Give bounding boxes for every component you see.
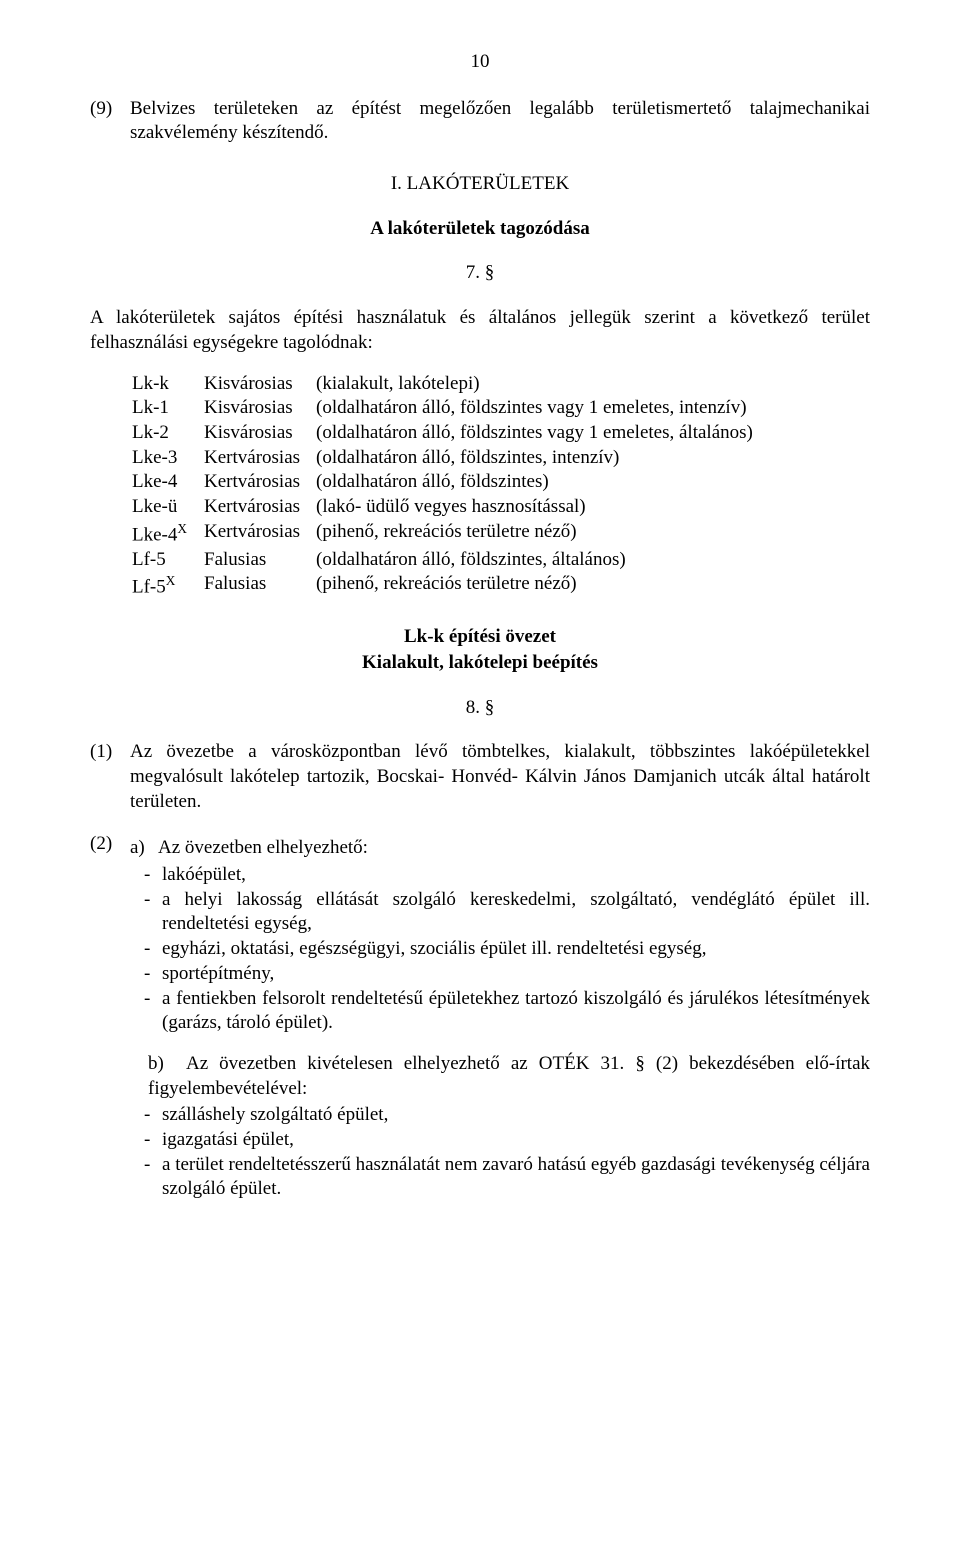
zone-row: Lke-4X Kertvárosias (pihenő, rekreációs … xyxy=(132,520,870,548)
list-item: - szálláshely szolgáltató épület, xyxy=(130,1103,870,1128)
list-item: - a fentiekben felsorolt rendeltetésű ép… xyxy=(130,987,870,1036)
zone-code: Lk-1 xyxy=(132,396,204,421)
zone-row: Lke-ü Kertvárosias (lakó- üdülő vegyes h… xyxy=(132,495,870,520)
zone-type: Falusias xyxy=(204,548,316,573)
zone-table: Lk-k Kisvárosias (kialakult, lakótelepi)… xyxy=(132,372,870,601)
zone-type: Kisvárosias xyxy=(204,372,316,397)
list-item-text: egyházi, oktatási, egészségügyi, szociál… xyxy=(162,937,870,962)
sub-b: b) Az övezetben kivételesen elhelyezhető… xyxy=(130,1052,870,1101)
list-item: - igazgatási épület, xyxy=(130,1128,870,1153)
sub-section-title-line2: Kialakult, lakótelepi beépítés xyxy=(362,652,598,673)
zone-code-sup: X xyxy=(166,573,176,588)
zone-row: Lke-3 Kertvárosias (oldalhatáron álló, f… xyxy=(132,446,870,471)
zone-row: Lf-5X Falusias (pihenő, rekreációs terül… xyxy=(132,572,870,600)
paragraph-9-text: Belvizes területeken az építést megelőző… xyxy=(130,97,870,146)
page-number: 10 xyxy=(90,50,870,75)
sub-a-intro: Az övezetben elhelyezhető: xyxy=(158,836,870,861)
list-item-text: a terület rendeltetésszerű használatát n… xyxy=(162,1153,870,1202)
list-item-text: a fentiekben felsorolt rendeltetésű épül… xyxy=(162,987,870,1036)
zone-desc: (pihenő, rekreációs területre néző) xyxy=(316,520,870,548)
paragraph-2-body: a) Az övezetben elhelyezhető: - lakóépül… xyxy=(130,832,870,1216)
zone-code-pre: Lf-5 xyxy=(132,577,166,598)
list-b: - szálláshely szolgáltató épület, - igaz… xyxy=(130,1103,870,1202)
zone-code: Lke-3 xyxy=(132,446,204,471)
list-item: - a helyi lakosság ellátását szolgáló ke… xyxy=(130,888,870,937)
zone-type: Kisvárosias xyxy=(204,421,316,446)
zone-type: Kisvárosias xyxy=(204,396,316,421)
section-title-1: A lakóterületek tagozódása xyxy=(90,217,870,242)
paragraph-9-prefix: (9) xyxy=(90,97,130,146)
dash-icon: - xyxy=(130,888,162,937)
zone-row: Lk-k Kisvárosias (kialakult, lakótelepi) xyxy=(132,372,870,397)
zone-row: Lk-2 Kisvárosias (oldalhatáron álló, föl… xyxy=(132,421,870,446)
paragraph-2: (2) a) Az övezetben elhelyezhető: - lakó… xyxy=(90,832,870,1216)
zone-type: Falusias xyxy=(204,572,316,600)
zone-code: Lke-ü xyxy=(132,495,204,520)
list-item-text: szálláshely szolgáltató épület, xyxy=(162,1103,870,1128)
zone-desc: (lakó- üdülő vegyes hasznosítással) xyxy=(316,495,870,520)
list-item-text: sportépítmény, xyxy=(162,962,870,987)
list-item: - egyházi, oktatási, egészségügyi, szoci… xyxy=(130,937,870,962)
dash-icon: - xyxy=(130,1103,162,1128)
zone-code: Lf-5X xyxy=(132,572,204,600)
dash-icon: - xyxy=(130,962,162,987)
sub-section-title-line1: Lk-k építési övezet xyxy=(404,626,556,647)
list-item-text: igazgatási épület, xyxy=(162,1128,870,1153)
dash-icon: - xyxy=(130,1153,162,1202)
zone-desc: (oldalhatáron álló, földszintes vagy 1 e… xyxy=(316,396,870,421)
zone-desc: (kialakult, lakótelepi) xyxy=(316,372,870,397)
list-a: - lakóépület, - a helyi lakosság ellátás… xyxy=(130,863,870,1036)
zone-type: Kertvárosias xyxy=(204,520,316,548)
chapter-title: I. LAKÓTERÜLETEK xyxy=(90,172,870,197)
zone-code: Lf-5 xyxy=(132,548,204,573)
intro-paragraph-1: A lakóterületek sajátos építési használa… xyxy=(90,306,870,355)
paragraph-1-text: Az övezetbe a városközpontban lévő tömbt… xyxy=(130,740,870,814)
zone-desc: (oldalhatáron álló, földszintes vagy 1 e… xyxy=(316,421,870,446)
list-item: - sportépítmény, xyxy=(130,962,870,987)
zone-row: Lke-4 Kertvárosias (oldalhatáron álló, f… xyxy=(132,470,870,495)
paragraph-1-prefix: (1) xyxy=(90,740,130,814)
dash-icon: - xyxy=(130,1128,162,1153)
sub-a-prefix: a) xyxy=(130,836,158,861)
zone-row: Lf-5 Falusias (oldalhatáron álló, földsz… xyxy=(132,548,870,573)
zone-desc: (oldalhatáron álló, földszintes, intenzí… xyxy=(316,446,870,471)
zone-code: Lk-2 xyxy=(132,421,204,446)
zone-row: Lk-1 Kisvárosias (oldalhatáron álló, föl… xyxy=(132,396,870,421)
zone-desc: (oldalhatáron álló, földszintes) xyxy=(316,470,870,495)
zone-type: Kertvárosias xyxy=(204,446,316,471)
sub-section-title: Lk-k építési övezet Kialakult, lakótelep… xyxy=(90,624,870,675)
paragraph-1: (1) Az övezetbe a városközpontban lévő t… xyxy=(90,740,870,814)
zone-type: Kertvárosias xyxy=(204,470,316,495)
list-item-text: lakóépület, xyxy=(162,863,870,888)
zone-desc: (oldalhatáron álló, földszintes, általán… xyxy=(316,548,870,573)
zone-type: Kertvárosias xyxy=(204,495,316,520)
list-item: - a terület rendeltetésszerű használatát… xyxy=(130,1153,870,1202)
zone-code-sup: X xyxy=(177,521,187,536)
list-item: - lakóépület, xyxy=(130,863,870,888)
zone-code-pre: Lke-4 xyxy=(132,524,177,545)
list-item-text: a helyi lakosság ellátását szolgáló kere… xyxy=(162,888,870,937)
paragraph-9: (9) Belvizes területeken az építést mege… xyxy=(90,97,870,146)
sub-b-prefix: b) xyxy=(148,1053,164,1074)
dash-icon: - xyxy=(130,863,162,888)
section-number-2: 8. § xyxy=(90,696,870,721)
sub-a: a) Az övezetben elhelyezhető: xyxy=(130,836,870,861)
zone-code: Lke-4 xyxy=(132,470,204,495)
zone-desc: (pihenő, rekreációs területre néző) xyxy=(316,572,870,600)
dash-icon: - xyxy=(130,937,162,962)
zone-code: Lke-4X xyxy=(132,520,204,548)
sub-b-intro: Az övezetben kivételesen elhelyezhető az… xyxy=(148,1053,870,1099)
section-number-1: 7. § xyxy=(90,261,870,286)
paragraph-2-prefix: (2) xyxy=(90,832,130,1216)
zone-code: Lk-k xyxy=(132,372,204,397)
dash-icon: - xyxy=(130,987,162,1036)
